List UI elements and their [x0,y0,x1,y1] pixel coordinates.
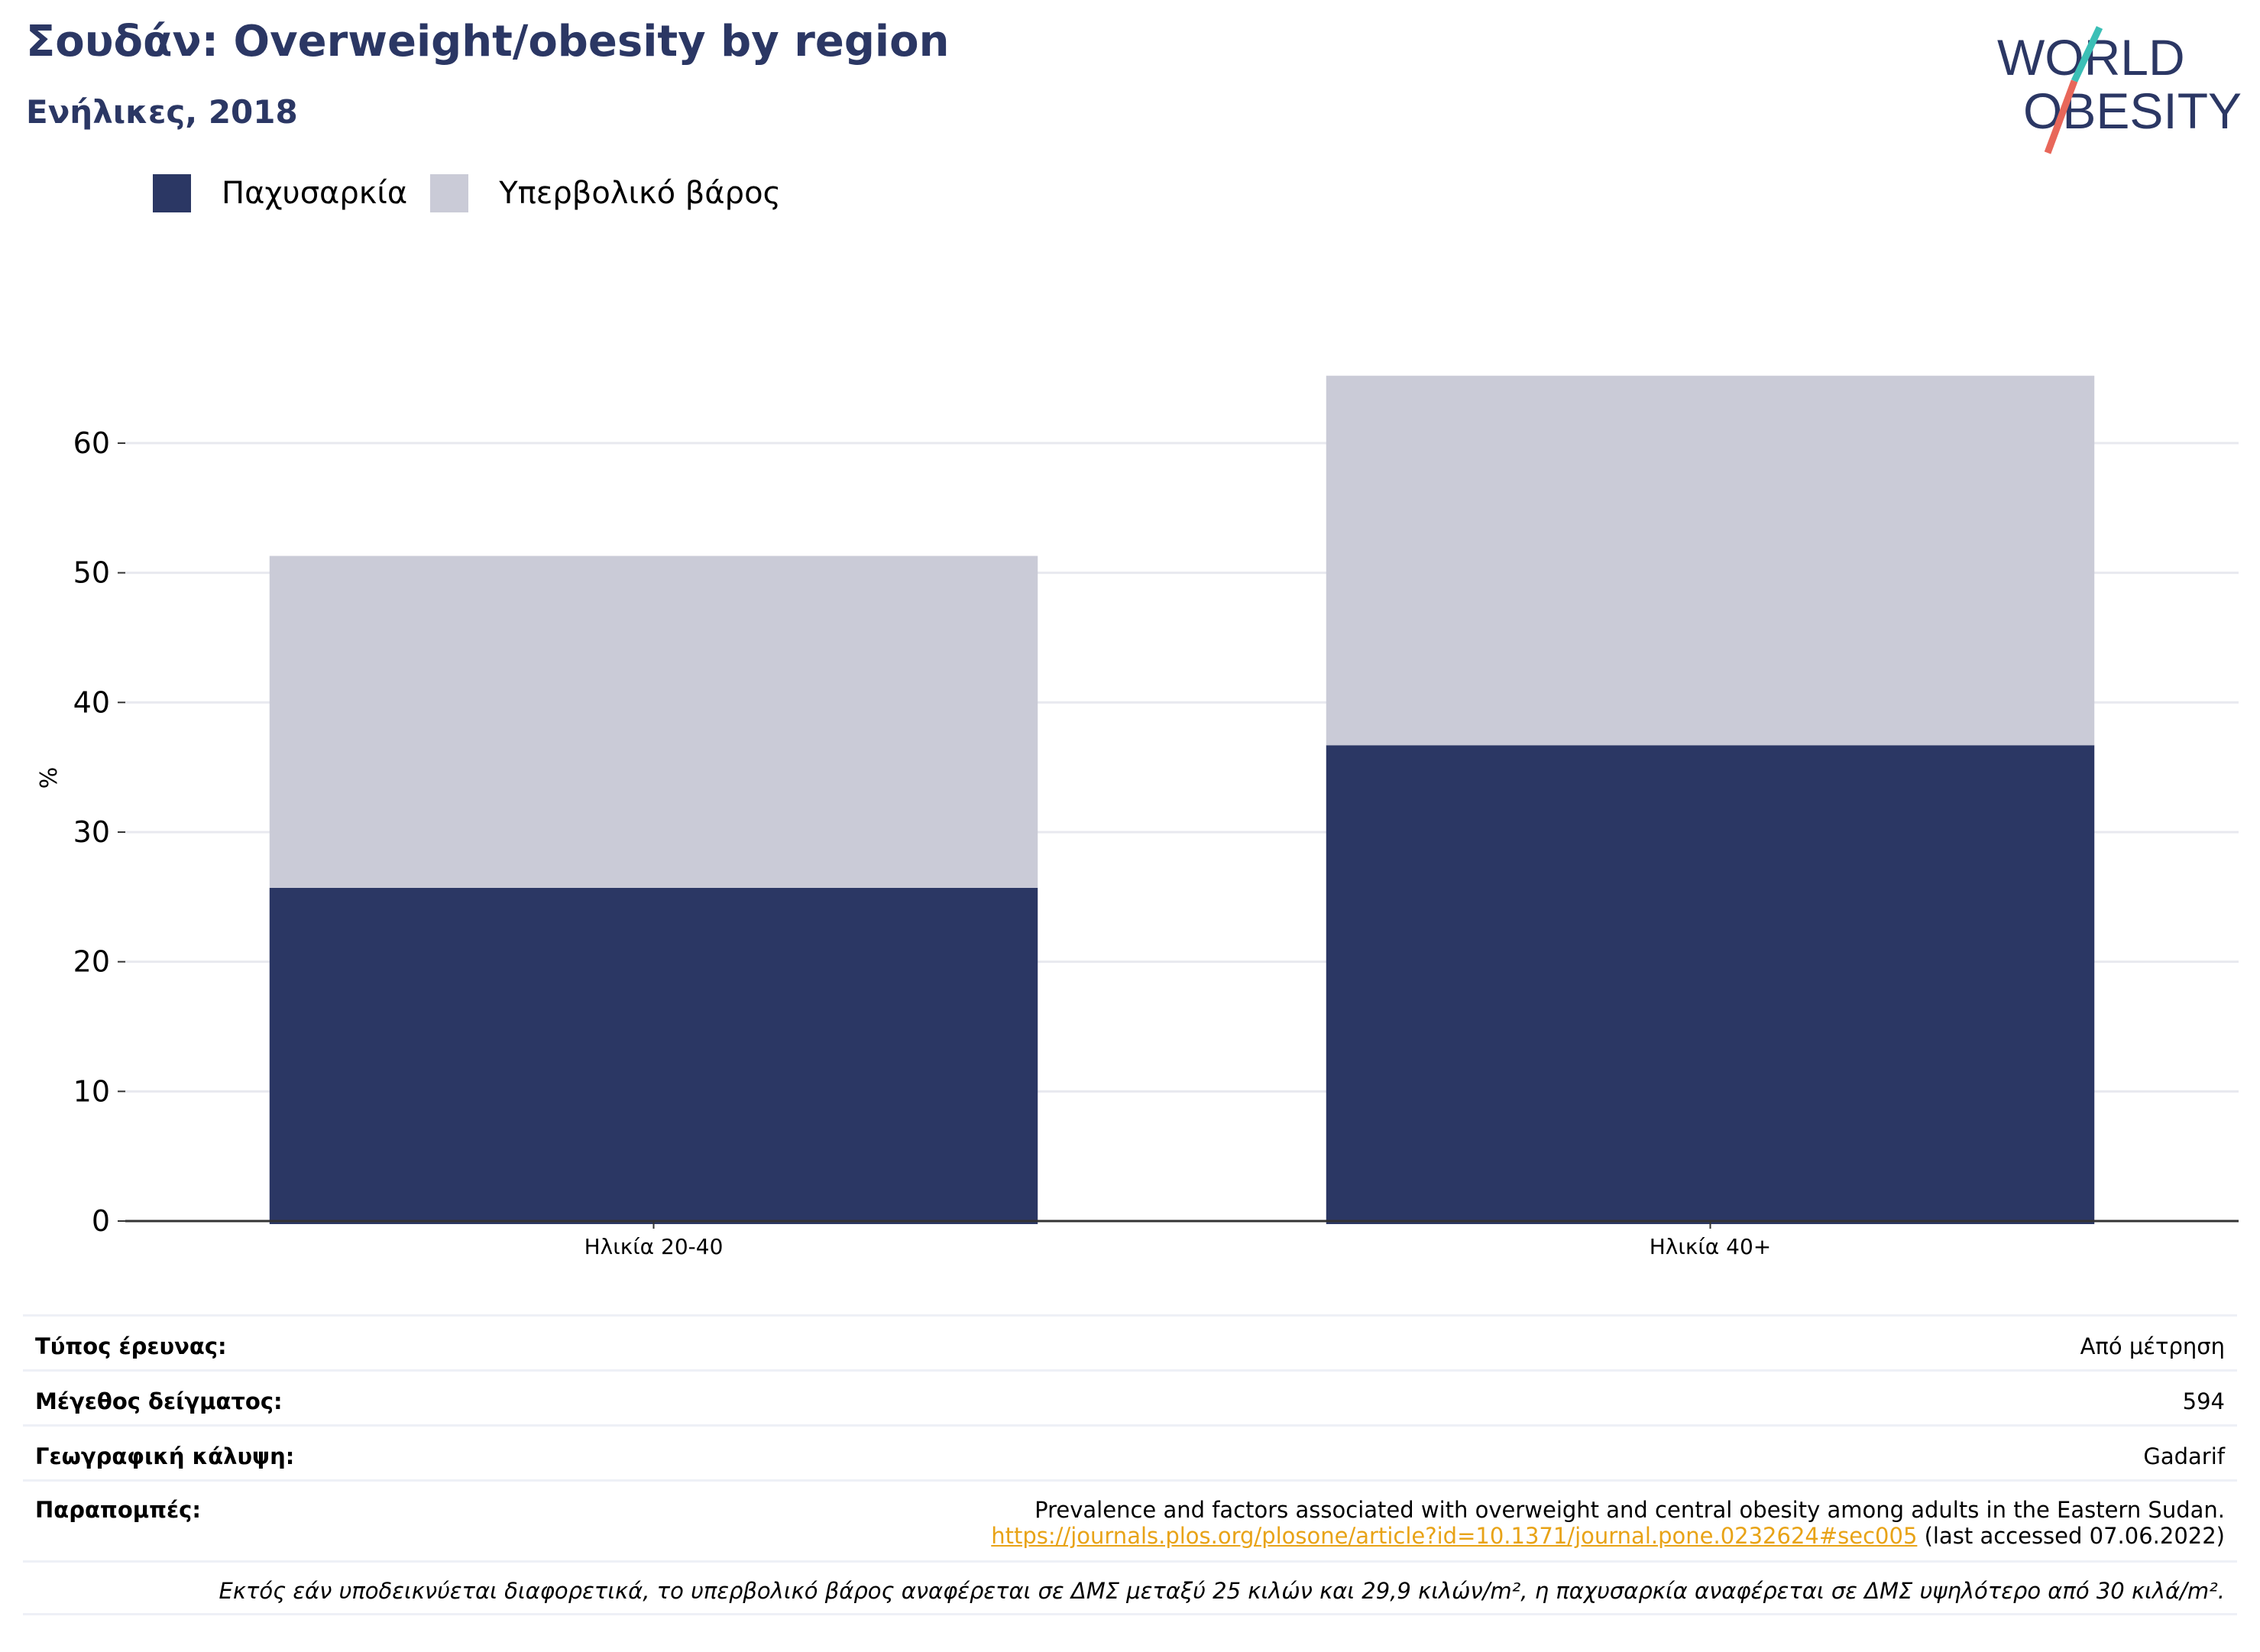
bar-overweight [269,556,1038,888]
info-row-coverage: Γεωγραφική κάλυψη: Gadarif [23,1424,2237,1479]
footnote: Εκτός εάν υποδεικνύεται διαφορετικά, το … [219,1578,2226,1604]
coverage-label: Γεωγραφική κάλυψη: [35,1443,295,1469]
x-tick-label: Ηλικία 40+ [1650,1234,1772,1259]
reference-text: Prevalence and factors associated with o… [1034,1497,2225,1523]
sample-size-value: 594 [2182,1388,2225,1414]
y-tick-label: 30 [73,815,110,849]
legend-label-overweight: Υπερβολικό βάρος [499,176,782,211]
bar-overweight [1326,375,2095,746]
legend-swatch-obesity [153,174,191,212]
legend-label-obesity: Παχυσαρκία [222,176,408,211]
logo-slash-coral [2044,79,2078,154]
info-row-references: Παραπομπές: Prevalence and factors assoc… [23,1479,2237,1560]
legend-item-obesity[interactable]: Παχυσαρκία [153,174,407,212]
info-row-sample-size: Μέγεθος δείγματος: 594 [23,1369,2237,1424]
y-tick-label: 40 [73,685,110,719]
survey-info-table: Τύπος έρευνας: Από μέτρηση Μέγεθος δείγμ… [23,1314,2237,1615]
survey-type-value: Από μέτρηση [2080,1333,2225,1359]
info-row-footnote: Εκτός εάν υποδεικνύεται διαφορετικά, το … [23,1560,2237,1615]
legend-swatch-overweight [430,174,469,212]
y-tick-label: 60 [73,426,110,460]
reference-link-line: https://journals.plos.org/plosone/articl… [991,1523,2225,1549]
legend-item-overweight[interactable]: Υπερβολικό βάρος [430,174,781,212]
bar-obesity [1326,745,2095,1224]
survey-type-label: Τύπος έρευνας: [35,1333,227,1359]
logo-slash-teal [2071,26,2103,83]
y-tick-label: 50 [73,556,110,590]
reference-accessed: (last accessed 07.06.2022) [1917,1523,2225,1549]
references-label: Παραπομπές: [35,1497,201,1523]
world-obesity-logo: WORLD OBESITY [1997,26,2242,154]
x-tick-label: Ηλικία 20-40 [584,1234,724,1259]
y-tick-label: 20 [73,945,110,979]
chart-legend: Παχυσαρκία Υπερβολικό βάρος [153,174,804,212]
y-tick-label: 0 [92,1204,110,1238]
y-axis-label: % [36,767,63,789]
coverage-value: Gadarif [2143,1443,2225,1469]
y-tick-label: 10 [73,1074,110,1108]
references-value: Prevalence and factors associated with o… [991,1497,2225,1549]
bar-chart: 0 10 20 30 40 50 60% Ηλικία 20-40 Ηλικία 40+ [36,375,2239,1259]
bar-obesity [269,887,1038,1224]
sample-size-label: Μέγεθος δείγματος: [35,1388,283,1414]
reference-link[interactable]: https://journals.plos.org/plosone/articl… [991,1523,1918,1549]
chart-title: Σουδάν: Overweight/obesity by region [26,17,950,66]
info-row-survey-type: Τύπος έρευνας: Από μέτρηση [23,1314,2237,1369]
chart-subtitle: Ενήλικες, 2018 [26,93,298,131]
